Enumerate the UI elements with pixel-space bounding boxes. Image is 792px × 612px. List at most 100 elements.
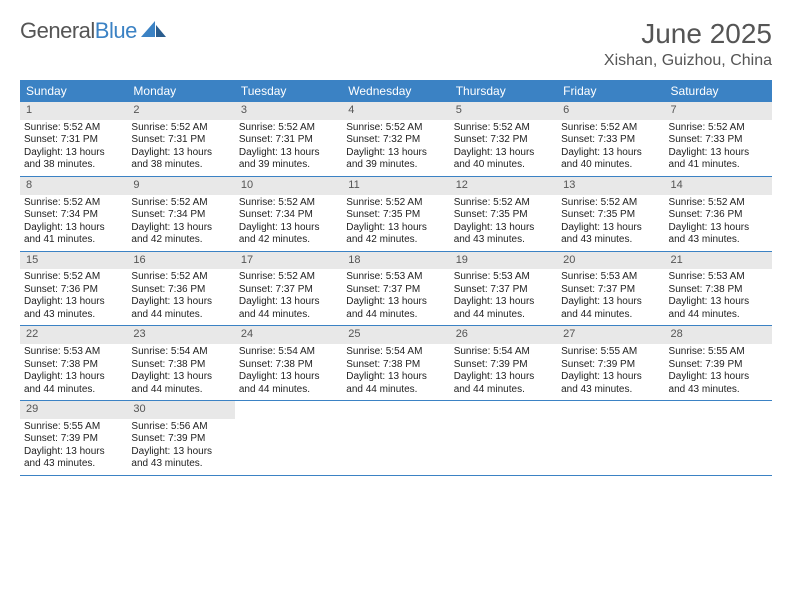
day-body: Sunrise: 5:53 AMSunset: 7:38 PMDaylight:… xyxy=(20,346,127,396)
logo-text: GeneralBlue xyxy=(20,18,137,44)
sunrise-text: Sunrise: 5:54 AM xyxy=(454,346,553,359)
calendar-day xyxy=(342,401,449,475)
sunrise-text: Sunrise: 5:53 AM xyxy=(454,271,553,284)
calendar-day: 27Sunrise: 5:55 AMSunset: 7:39 PMDayligh… xyxy=(557,326,664,400)
daylight-line2: and 38 minutes. xyxy=(131,159,230,172)
sunset-text: Sunset: 7:38 PM xyxy=(131,359,230,372)
day-number: 13 xyxy=(557,177,664,195)
day-body: Sunrise: 5:55 AMSunset: 7:39 PMDaylight:… xyxy=(665,346,772,396)
sunrise-text: Sunrise: 5:54 AM xyxy=(239,346,338,359)
day-number: 8 xyxy=(20,177,127,195)
day-body: Sunrise: 5:52 AMSunset: 7:33 PMDaylight:… xyxy=(665,122,772,172)
sunset-text: Sunset: 7:31 PM xyxy=(131,134,230,147)
sunset-text: Sunset: 7:36 PM xyxy=(669,209,768,222)
day-body: Sunrise: 5:56 AMSunset: 7:39 PMDaylight:… xyxy=(127,421,234,471)
day-number: 24 xyxy=(235,326,342,344)
day-number: 5 xyxy=(450,102,557,120)
sunrise-text: Sunrise: 5:52 AM xyxy=(346,197,445,210)
sunrise-text: Sunrise: 5:54 AM xyxy=(346,346,445,359)
daylight-line2: and 40 minutes. xyxy=(561,159,660,172)
sunrise-text: Sunrise: 5:53 AM xyxy=(346,271,445,284)
sunset-text: Sunset: 7:32 PM xyxy=(454,134,553,147)
day-number: 29 xyxy=(20,401,127,419)
calendar-day: 2Sunrise: 5:52 AMSunset: 7:31 PMDaylight… xyxy=(127,102,234,176)
sunrise-text: Sunrise: 5:53 AM xyxy=(669,271,768,284)
day-body: Sunrise: 5:54 AMSunset: 7:38 PMDaylight:… xyxy=(235,346,342,396)
sunset-text: Sunset: 7:39 PM xyxy=(454,359,553,372)
day-number: 18 xyxy=(342,252,449,270)
day-number: 3 xyxy=(235,102,342,120)
sunrise-text: Sunrise: 5:55 AM xyxy=(24,421,123,434)
logo: GeneralBlue xyxy=(20,18,167,44)
sunrise-text: Sunrise: 5:52 AM xyxy=(561,197,660,210)
daylight-line2: and 43 minutes. xyxy=(669,234,768,247)
calendar-day: 13Sunrise: 5:52 AMSunset: 7:35 PMDayligh… xyxy=(557,177,664,251)
sunset-text: Sunset: 7:37 PM xyxy=(454,284,553,297)
day-body: Sunrise: 5:52 AMSunset: 7:34 PMDaylight:… xyxy=(20,197,127,247)
day-body: Sunrise: 5:52 AMSunset: 7:33 PMDaylight:… xyxy=(557,122,664,172)
day-body: Sunrise: 5:52 AMSunset: 7:31 PMDaylight:… xyxy=(127,122,234,172)
calendar-week: 29 Sunrise: 5:55 AMSunset: 7:39 PMDayligh… xyxy=(20,401,772,476)
day-number: 28 xyxy=(665,326,772,344)
day-body: Sunrise: 5:52 AMSunset: 7:34 PMDaylight:… xyxy=(127,197,234,247)
calendar-day: 10 Sunrise: 5:52 AMSunset: 7:34 PMDayligh… xyxy=(235,177,342,251)
calendar-week: 22Sunrise: 5:53 AMSunset: 7:38 PMDayligh… xyxy=(20,326,772,401)
day-number: 10 xyxy=(235,177,342,195)
day-number: 27 xyxy=(557,326,664,344)
day-number: 1 xyxy=(20,102,127,120)
day-body: Sunrise: 5:53 AMSunset: 7:37 PMDaylight:… xyxy=(557,271,664,321)
day-number: 15 xyxy=(20,252,127,270)
day-number: 16 xyxy=(127,252,234,270)
daylight-line1: Daylight: 13 hours xyxy=(669,147,768,160)
day-body: Sunrise: 5:52 AMSunset: 7:34 PMDaylight:… xyxy=(235,197,342,247)
sunrise-text: Sunrise: 5:52 AM xyxy=(131,271,230,284)
day-body: Sunrise: 5:52 AMSunset: 7:37 PMDaylight:… xyxy=(235,271,342,321)
sunset-text: Sunset: 7:33 PM xyxy=(669,134,768,147)
calendar: Sunday Monday Tuesday Wednesday Thursday… xyxy=(20,80,772,476)
calendar-day: 25Sunrise: 5:54 AMSunset: 7:38 PMDayligh… xyxy=(342,326,449,400)
day-number: 12 xyxy=(450,177,557,195)
daylight-line2: and 44 minutes. xyxy=(131,309,230,322)
location: Xishan, Guizhou, China xyxy=(604,52,772,70)
daylight-line1: Daylight: 13 hours xyxy=(131,371,230,384)
calendar-day xyxy=(665,401,772,475)
calendar-day: 28 Sunrise: 5:55 AMSunset: 7:39 PMDayligh… xyxy=(665,326,772,400)
calendar-day: 23Sunrise: 5:54 AMSunset: 7:38 PMDayligh… xyxy=(127,326,234,400)
sunset-text: Sunset: 7:35 PM xyxy=(346,209,445,222)
daylight-line2: and 43 minutes. xyxy=(24,458,123,471)
daylight-line1: Daylight: 13 hours xyxy=(669,296,768,309)
daylight-line1: Daylight: 13 hours xyxy=(346,296,445,309)
sunrise-text: Sunrise: 5:55 AM xyxy=(561,346,660,359)
calendar-day: 1Sunrise: 5:52 AMSunset: 7:31 PMDaylight… xyxy=(20,102,127,176)
daylight-line1: Daylight: 13 hours xyxy=(24,222,123,235)
calendar-week: 8Sunrise: 5:52 AMSunset: 7:34 PMDaylight… xyxy=(20,177,772,252)
sunrise-text: Sunrise: 5:53 AM xyxy=(561,271,660,284)
calendar-day: 22Sunrise: 5:53 AMSunset: 7:38 PMDayligh… xyxy=(20,326,127,400)
daylight-line1: Daylight: 13 hours xyxy=(669,222,768,235)
sunset-text: Sunset: 7:37 PM xyxy=(346,284,445,297)
sunrise-text: Sunrise: 5:52 AM xyxy=(239,271,338,284)
day-body: Sunrise: 5:52 AMSunset: 7:36 PMDaylight:… xyxy=(665,197,772,247)
calendar-day xyxy=(557,401,664,475)
day-body: Sunrise: 5:54 AMSunset: 7:39 PMDaylight:… xyxy=(450,346,557,396)
sunrise-text: Sunrise: 5:52 AM xyxy=(346,122,445,135)
day-number: 23 xyxy=(127,326,234,344)
daylight-line1: Daylight: 13 hours xyxy=(454,371,553,384)
daylight-line2: and 39 minutes. xyxy=(239,159,338,172)
daylight-line1: Daylight: 13 hours xyxy=(24,147,123,160)
sunrise-text: Sunrise: 5:52 AM xyxy=(561,122,660,135)
calendar-day: 18Sunrise: 5:53 AMSunset: 7:37 PMDayligh… xyxy=(342,252,449,326)
calendar-day: 24 Sunrise: 5:54 AMSunset: 7:38 PMDayligh… xyxy=(235,326,342,400)
sunrise-text: Sunrise: 5:52 AM xyxy=(131,197,230,210)
daylight-line2: and 43 minutes. xyxy=(669,384,768,397)
sunset-text: Sunset: 7:38 PM xyxy=(669,284,768,297)
day-body: Sunrise: 5:55 AMSunset: 7:39 PMDaylight:… xyxy=(20,421,127,471)
sunset-text: Sunset: 7:39 PM xyxy=(131,433,230,446)
daylight-line2: and 41 minutes. xyxy=(669,159,768,172)
sunrise-text: Sunrise: 5:52 AM xyxy=(669,122,768,135)
daylight-line2: and 44 minutes. xyxy=(454,384,553,397)
calendar-day: 15Sunrise: 5:52 AMSunset: 7:36 PMDayligh… xyxy=(20,252,127,326)
daylight-line1: Daylight: 13 hours xyxy=(454,147,553,160)
sunset-text: Sunset: 7:39 PM xyxy=(669,359,768,372)
day-body: Sunrise: 5:52 AMSunset: 7:35 PMDaylight:… xyxy=(450,197,557,247)
